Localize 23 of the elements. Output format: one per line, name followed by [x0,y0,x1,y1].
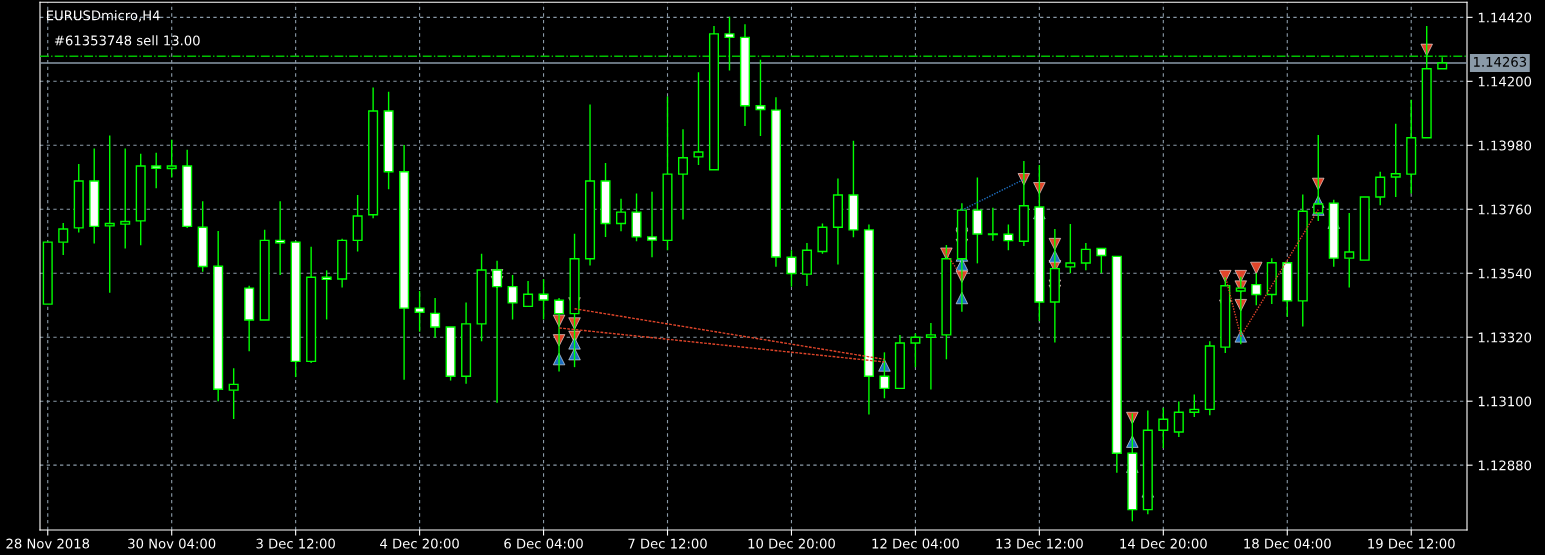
x-tick-label: 7 Dec 12:00 [628,538,707,549]
y-tick-label: 1.13320 [1478,332,1532,343]
x-tick-label: 13 Dec 12:00 [996,538,1083,549]
y-tick-label: 1.13760 [1478,204,1532,215]
y-tick-label: 1.14420 [1478,12,1532,23]
y-tick-label: 1.13980 [1478,140,1532,151]
x-tick-label: 28 Nov 2018 [6,538,90,549]
x-tick-label: 10 Dec 20:00 [748,538,835,549]
y-tick-label: 1.12880 [1478,460,1532,471]
ref-line-label: 1.14263 [1474,56,1527,67]
y-tick-label: 1.13100 [1478,396,1532,407]
x-tick-label: 12 Dec 04:00 [872,538,959,549]
ref-line-label: #61353748 sell 13.00 [54,35,200,46]
x-tick-label: 3 Dec 12:00 [256,538,335,549]
y-tick-label: 1.14200 [1478,76,1532,87]
x-tick-label: 6 Dec 04:00 [504,538,583,549]
y-tick-label: 1.13540 [1478,268,1532,279]
x-tick-label: 30 Nov 04:00 [128,538,216,549]
x-tick-label: 14 Dec 20:00 [1120,538,1207,549]
text: EURUSDmicro,H4 [47,10,160,22]
x-tick-label: 18 Dec 04:00 [1244,538,1331,549]
x-tick-label: 4 Dec 20:00 [380,538,459,549]
x-tick-label: 19 Dec 12:00 [1368,538,1455,549]
